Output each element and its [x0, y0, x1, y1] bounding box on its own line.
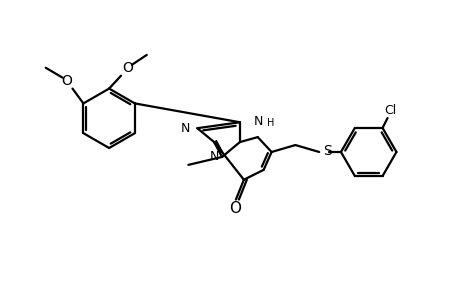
- Text: Cl: Cl: [384, 103, 396, 117]
- Text: N: N: [253, 115, 263, 128]
- Text: N: N: [180, 122, 190, 135]
- Text: S: S: [322, 144, 331, 158]
- Text: O: O: [61, 74, 72, 88]
- Text: H: H: [266, 118, 274, 128]
- Text: O: O: [122, 61, 133, 75]
- Text: O: O: [229, 201, 241, 216]
- Text: N: N: [209, 150, 218, 163]
